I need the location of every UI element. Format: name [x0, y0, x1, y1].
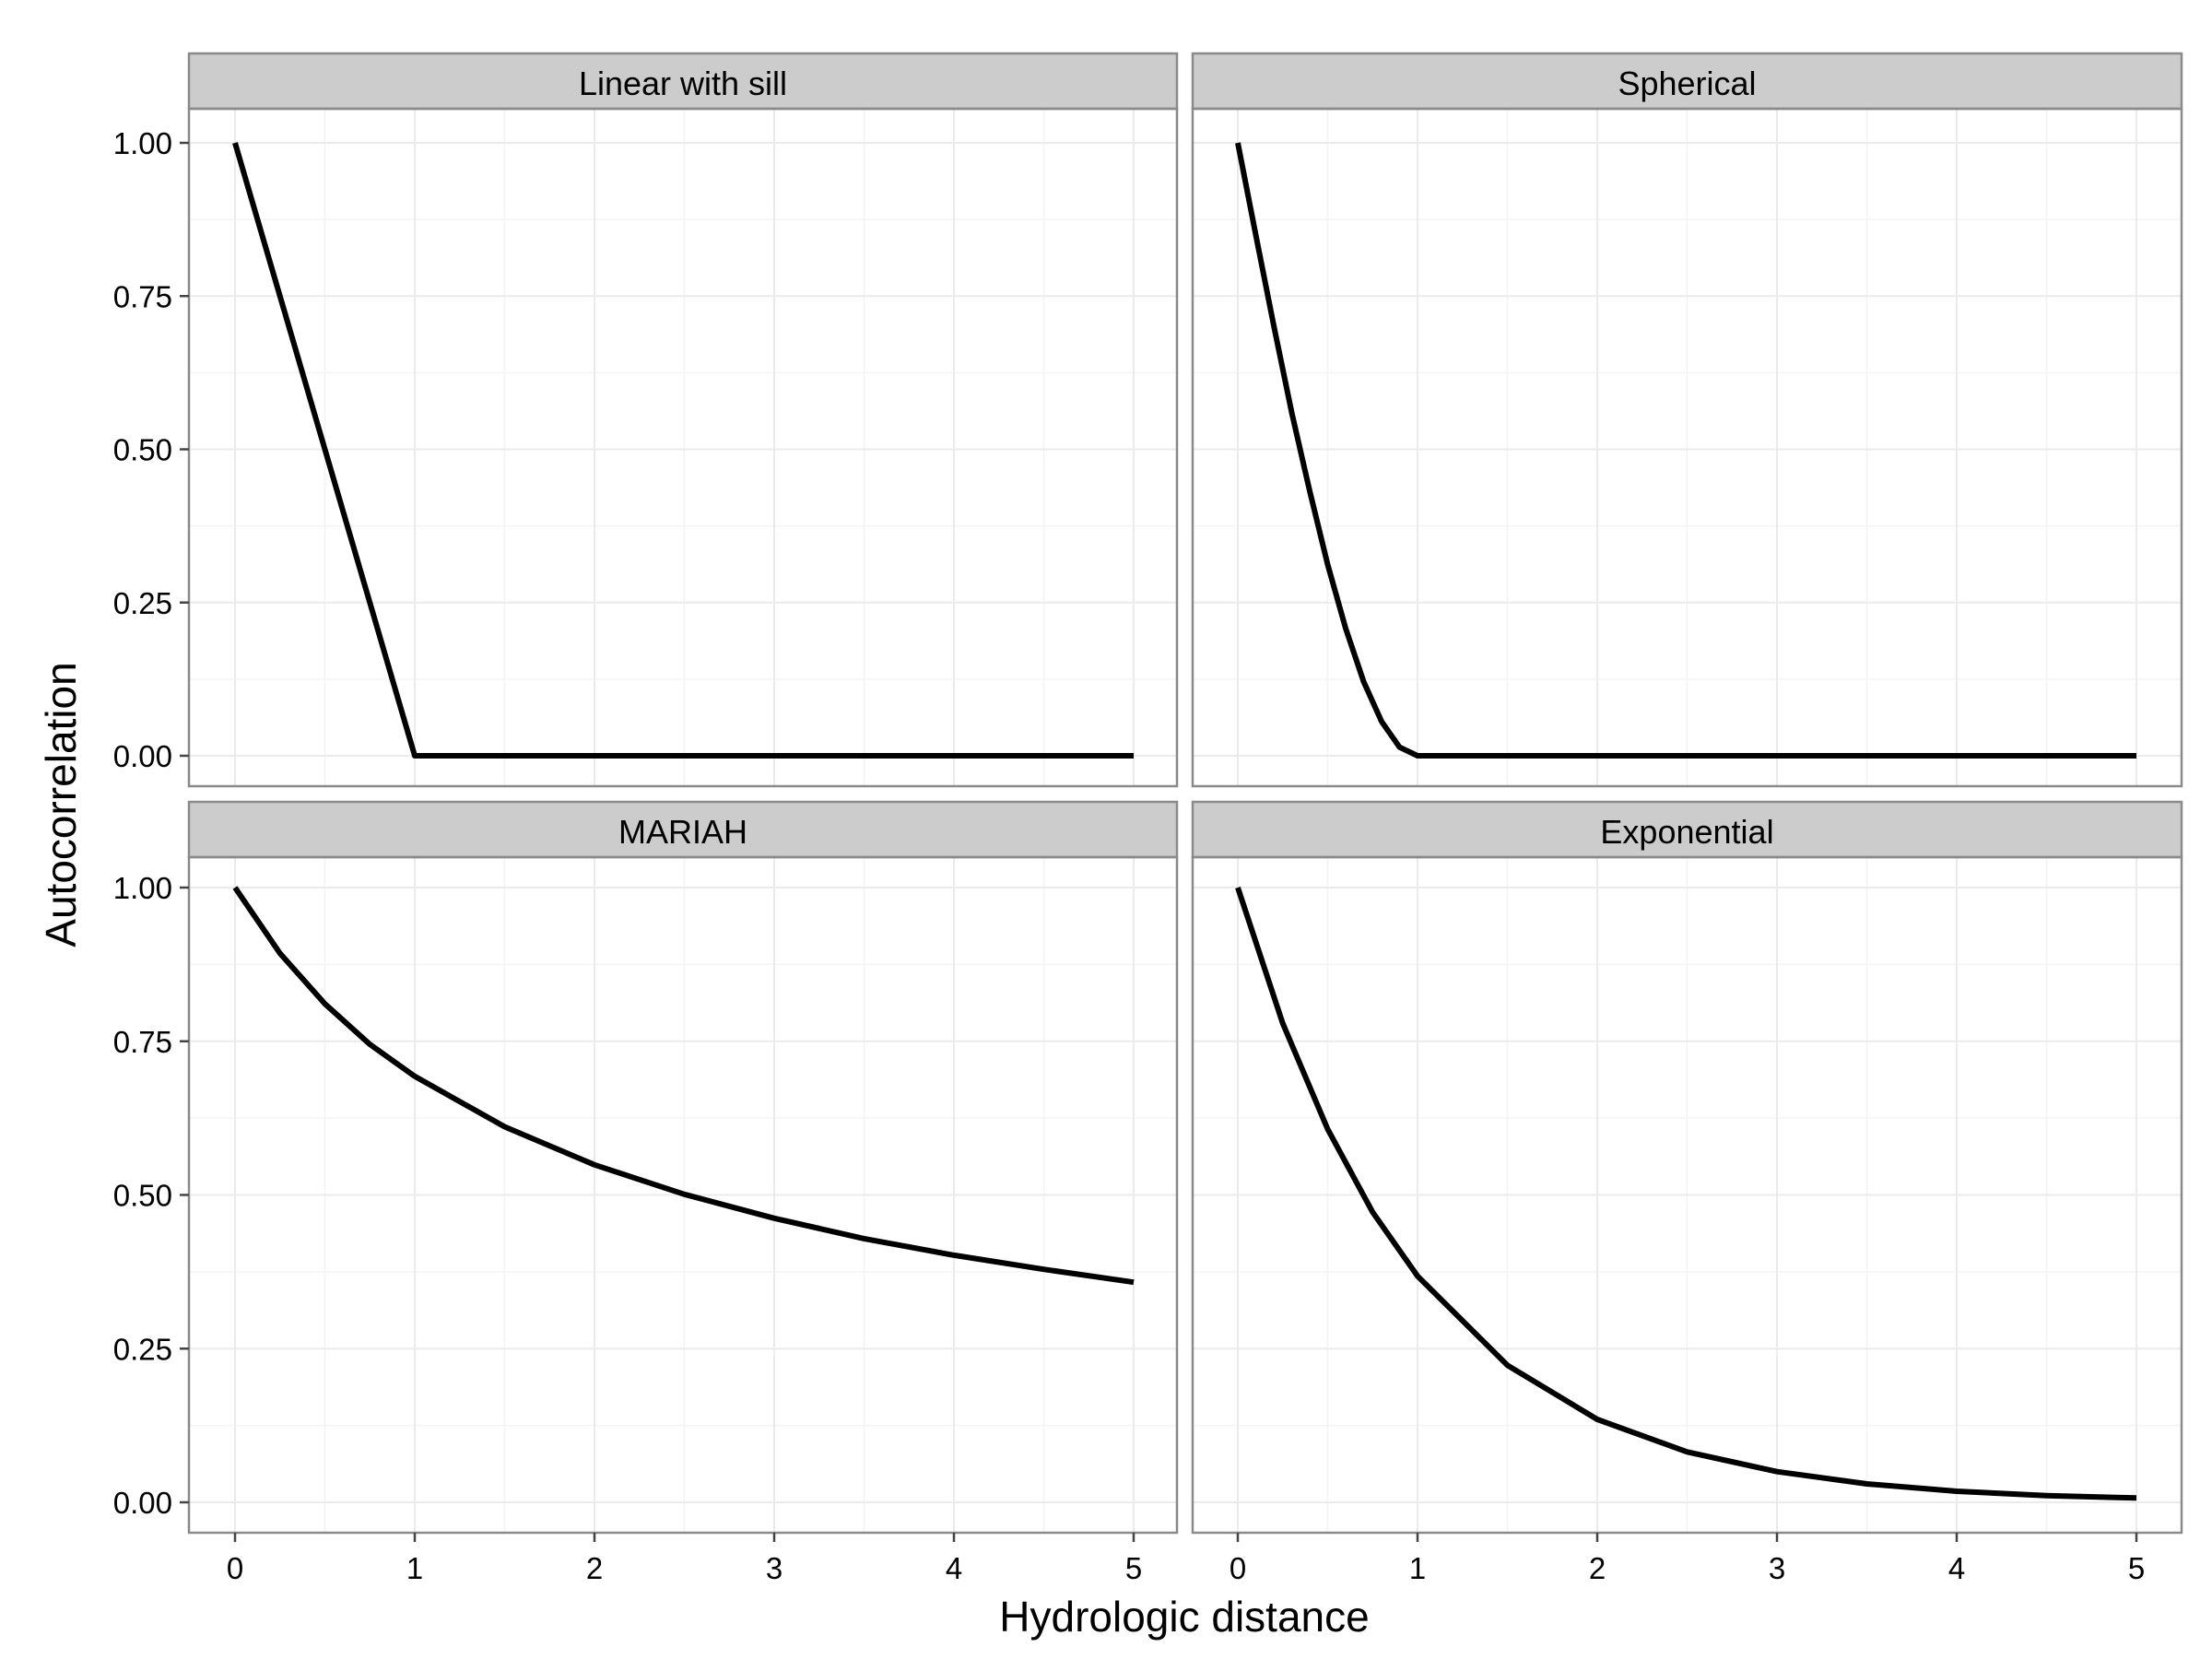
- y-tick-label: 0.00: [113, 1486, 172, 1520]
- x-tick-label: 1: [1409, 1551, 1426, 1585]
- x-tick-label: 4: [946, 1551, 962, 1585]
- panel-border: [1191, 855, 2183, 1535]
- y-axis-title: Autocorrelation: [37, 662, 85, 947]
- y-tick-label: 0.00: [113, 739, 172, 773]
- panels-layer: Linear with sill 0.00 0.25 0.50 0.75 1.00 Sphe…: [113, 52, 2183, 1585]
- panel-border: [187, 107, 1179, 788]
- strip-background: [187, 52, 1179, 111]
- series-line-exponential: [1235, 887, 2137, 1501]
- panel-exponential: Exponential 0 1 2 3 4 5: [1191, 800, 2183, 1585]
- x-tick-label: 2: [1589, 1551, 1606, 1585]
- panel-linear-with-sill: Linear with sill 0.00 0.25 0.50 0.75 1.00: [113, 52, 1179, 788]
- panel-background: [189, 109, 1177, 786]
- strip-label: Linear with sill: [579, 65, 787, 102]
- y-tick-label: 1.00: [113, 871, 172, 905]
- x-tick-label: 2: [586, 1551, 603, 1585]
- panel-mariah: MARIAH 0.00 0.25 0.50 0.75 1.00 0 1 2 3 4 5: [113, 800, 1179, 1585]
- strip-label: MARIAH: [618, 813, 747, 851]
- y-tick-label: 0.75: [113, 279, 172, 313]
- strip-background: [1191, 52, 2183, 111]
- strip-label: Spherical: [1618, 65, 1756, 102]
- x-tick-label: 5: [2128, 1551, 2145, 1585]
- y-tick-label: 0.75: [113, 1025, 172, 1059]
- x-tick-label: 0: [227, 1551, 243, 1585]
- panel-spherical: Spherical: [1191, 52, 2183, 788]
- strip-label: Exponential: [1600, 813, 1773, 851]
- x-tick-label: 4: [1948, 1551, 1965, 1585]
- strip-background: [187, 800, 1179, 859]
- x-tick-label: 1: [406, 1551, 423, 1585]
- y-tick-label: 0.25: [113, 1332, 172, 1366]
- panel-border: [1191, 107, 2183, 788]
- x-tick-label: 3: [1769, 1551, 1785, 1585]
- y-tick-label: 0.25: [113, 586, 172, 620]
- y-tick-label: 0.50: [113, 433, 172, 467]
- y-tick-label: 0.50: [113, 1179, 172, 1213]
- x-axis-title: Hydrologic distance: [999, 1593, 1369, 1641]
- y-tick-label: 1.00: [113, 126, 172, 160]
- x-tick-label: 0: [1230, 1551, 1246, 1585]
- series-line-linear-with-sill: [232, 142, 1134, 759]
- series-line-mariah: [232, 886, 1135, 1286]
- x-tick-label: 3: [766, 1551, 782, 1585]
- series-line-spherical: [1235, 142, 2136, 759]
- x-tick-label: 5: [1125, 1551, 1142, 1585]
